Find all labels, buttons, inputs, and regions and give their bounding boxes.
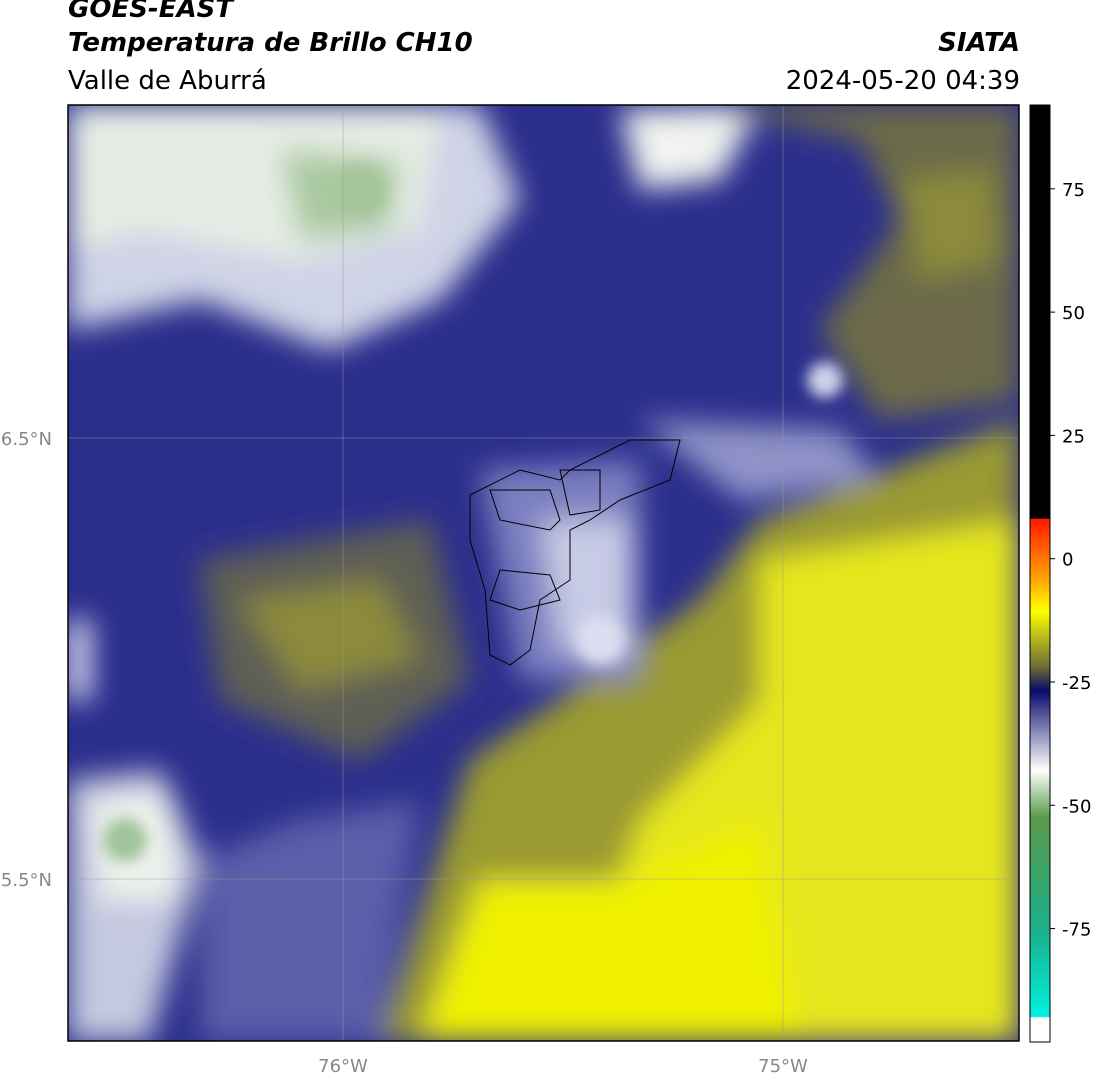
organization: SIATA [938,28,1020,58]
map-frame [67,104,1020,1042]
graticule [68,105,1019,1041]
colorbar-tick-label: -50 [1062,796,1091,817]
lat-label: 5.5°N [1,870,52,891]
lon-label: 75°W [758,1056,808,1077]
colorbar-tick-label: 50 [1062,303,1085,324]
colorbar-tick-label: -25 [1062,673,1091,694]
colorbar-tick-label: -75 [1062,920,1091,941]
brightness-temperature-field [68,105,1019,1041]
satellite-title: GOES-EAST [68,0,234,24]
colorbar-tick-label: 0 [1062,550,1073,571]
colorbar-tick-label: 75 [1062,180,1085,201]
region-title: Valle de Aburrá [68,66,267,96]
lat-label: 6.5°N [1,429,52,450]
product-title: Temperatura de Brillo CH10 [68,28,473,58]
colorbar-tick-label: 25 [1062,426,1085,447]
municipal-boundaries [469,439,681,666]
datetime: 2024-05-20 04:39 [785,66,1020,96]
colorbar [1029,104,1051,1043]
lon-label: 76°W [318,1056,368,1077]
